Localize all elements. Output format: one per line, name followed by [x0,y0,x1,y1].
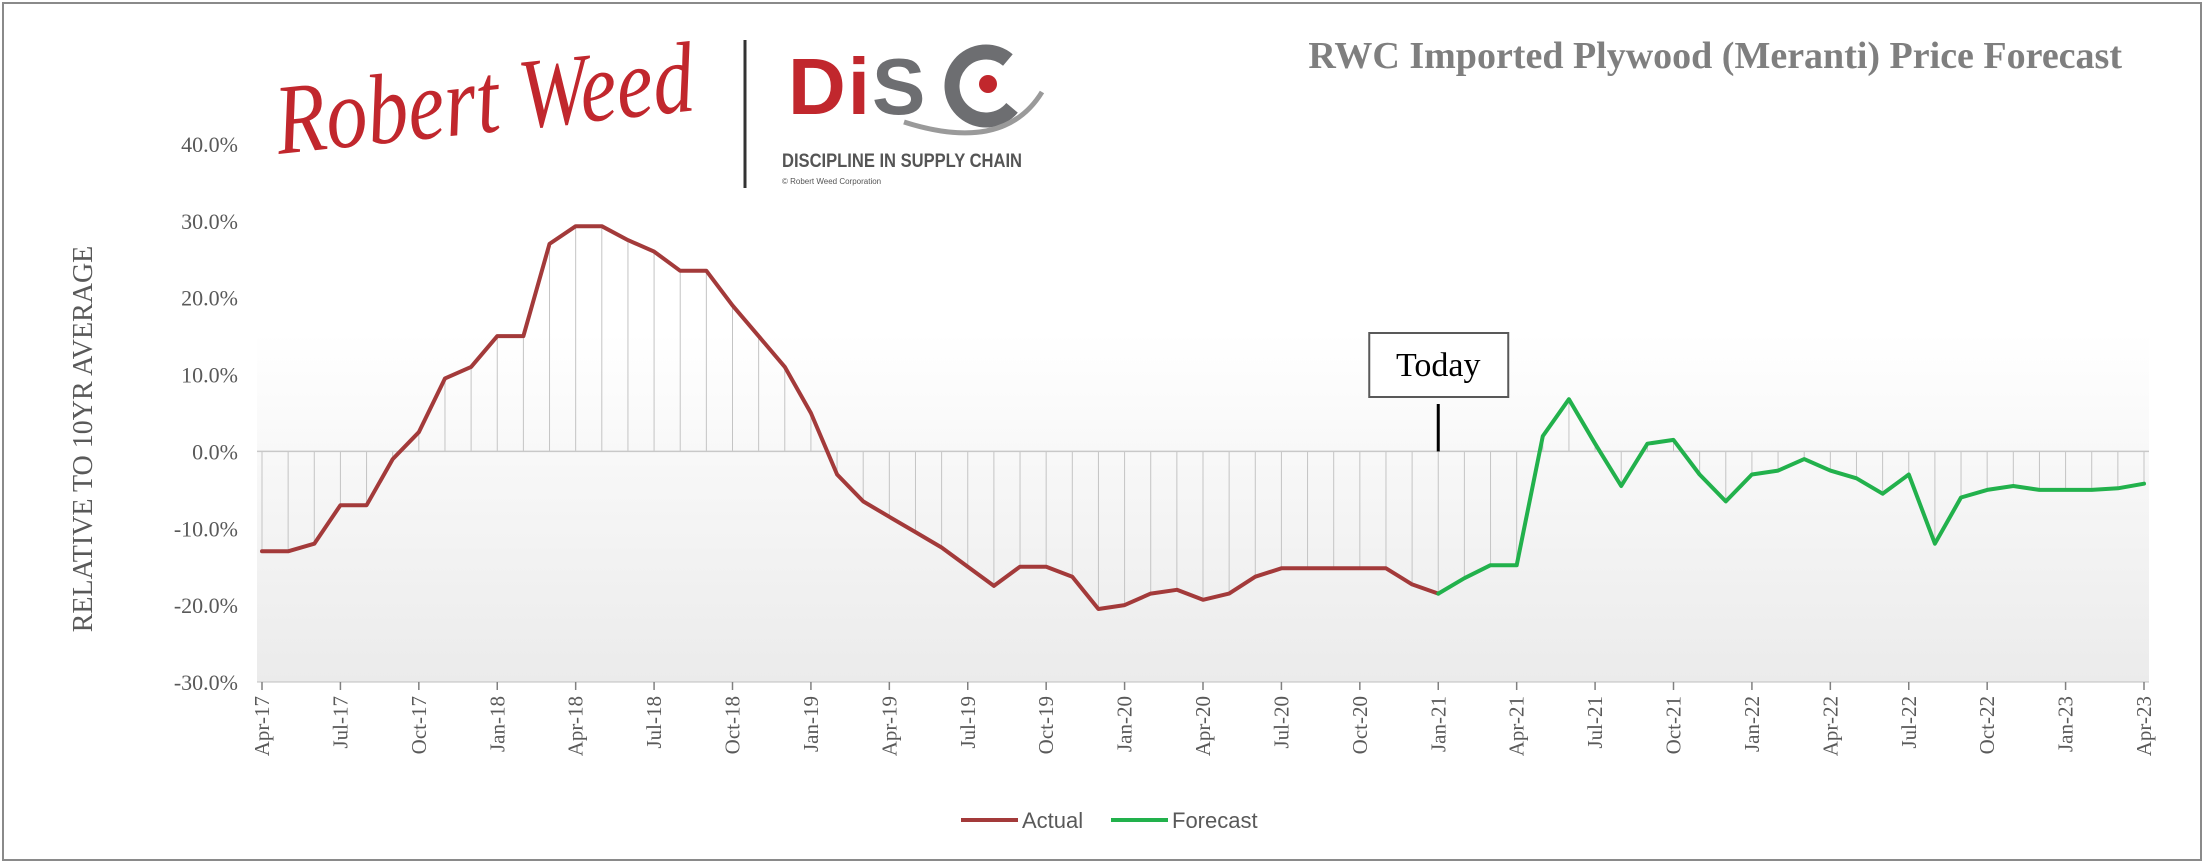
today-annotation: Today [1368,332,1510,452]
legend-forecast-label: Forecast [1172,808,1258,833]
x-tick-label: Apr-23 [2132,696,2156,756]
x-tick-label: Jan-22 [1740,696,1764,752]
y-axis-ticks: 40.0% 30.0% 20.0% 10.0% 0.0% -10.0% -20.0% -30.… [174,132,238,695]
x-tick-label: Jan-18 [485,696,509,752]
x-tick-label: Jul-18 [642,696,666,749]
y-tick-label: 0.0% [192,439,238,464]
y-tick-label: -10.0% [174,516,238,541]
y-tick-label: -30.0% [174,670,238,695]
disc-tagline: DISCIPLINE IN SUPPLY CHAIN [782,151,1022,172]
series-lines [260,224,2146,611]
x-tick-label: Apr-17 [250,696,274,756]
series-line-actual [260,224,1441,611]
y-tick-label: 10.0% [181,363,238,388]
x-tick-label: Oct-19 [1034,696,1058,754]
x-tick-label: Apr-21 [1505,696,1529,756]
today-label: Today [1396,347,1481,384]
legend-actual-label: Actual [1022,808,1083,833]
legend: Actual Forecast [961,808,1258,833]
x-tick-label: Jul-19 [956,696,980,749]
drop-lines [261,226,2145,609]
x-tick-label: Jan-20 [1113,696,1137,752]
y-tick-label: 20.0% [181,286,238,311]
y-tick-label: -20.0% [174,593,238,618]
x-tick-label: Jan-21 [1426,696,1450,752]
series-line-forecast [1436,397,2146,596]
x-tick-label: Apr-18 [564,696,588,756]
x-tick-label: Oct-21 [1662,696,1686,754]
y-tick-label: 40.0% [181,132,238,157]
disc-copyright: © Robert Weed Corporation [782,177,881,186]
x-tick-label: Jan-19 [799,696,823,752]
x-tick-label: Apr-19 [877,696,901,756]
x-tick-label: Oct-22 [1975,696,1999,754]
x-tick-label: Jul-22 [1897,696,1921,749]
x-tick-label: Jul-21 [1583,696,1607,749]
x-tick-label: Jul-17 [328,696,352,749]
disc-logo-text: DiS [788,42,927,131]
x-tick-label: Apr-20 [1191,696,1215,756]
x-axis-ticks: Apr-17 Jul-17 Oct-17 Jan-18 Apr-18 Jul-18 Oct-… [250,681,2156,756]
y-axis-label: RELATIVE TO 10YR AVERAGE [68,246,99,633]
x-tick-label: Oct-17 [407,696,431,754]
x-tick-label: Oct-20 [1348,696,1372,754]
chart: Robert Weed DiS DISCIPLINE IN SUPPLY CHA… [68,21,2156,833]
chart-title: RWC Imported Plywood (Meranti) Price For… [1308,35,2122,77]
y-tick-label: 30.0% [181,209,238,234]
x-tick-label: Oct-18 [721,696,745,754]
today-box [1368,332,1510,398]
x-tick-label: Jul-20 [1269,696,1293,749]
x-tick-label: Jan-23 [2054,696,2078,752]
x-tick-label: Apr-22 [1818,696,1842,756]
